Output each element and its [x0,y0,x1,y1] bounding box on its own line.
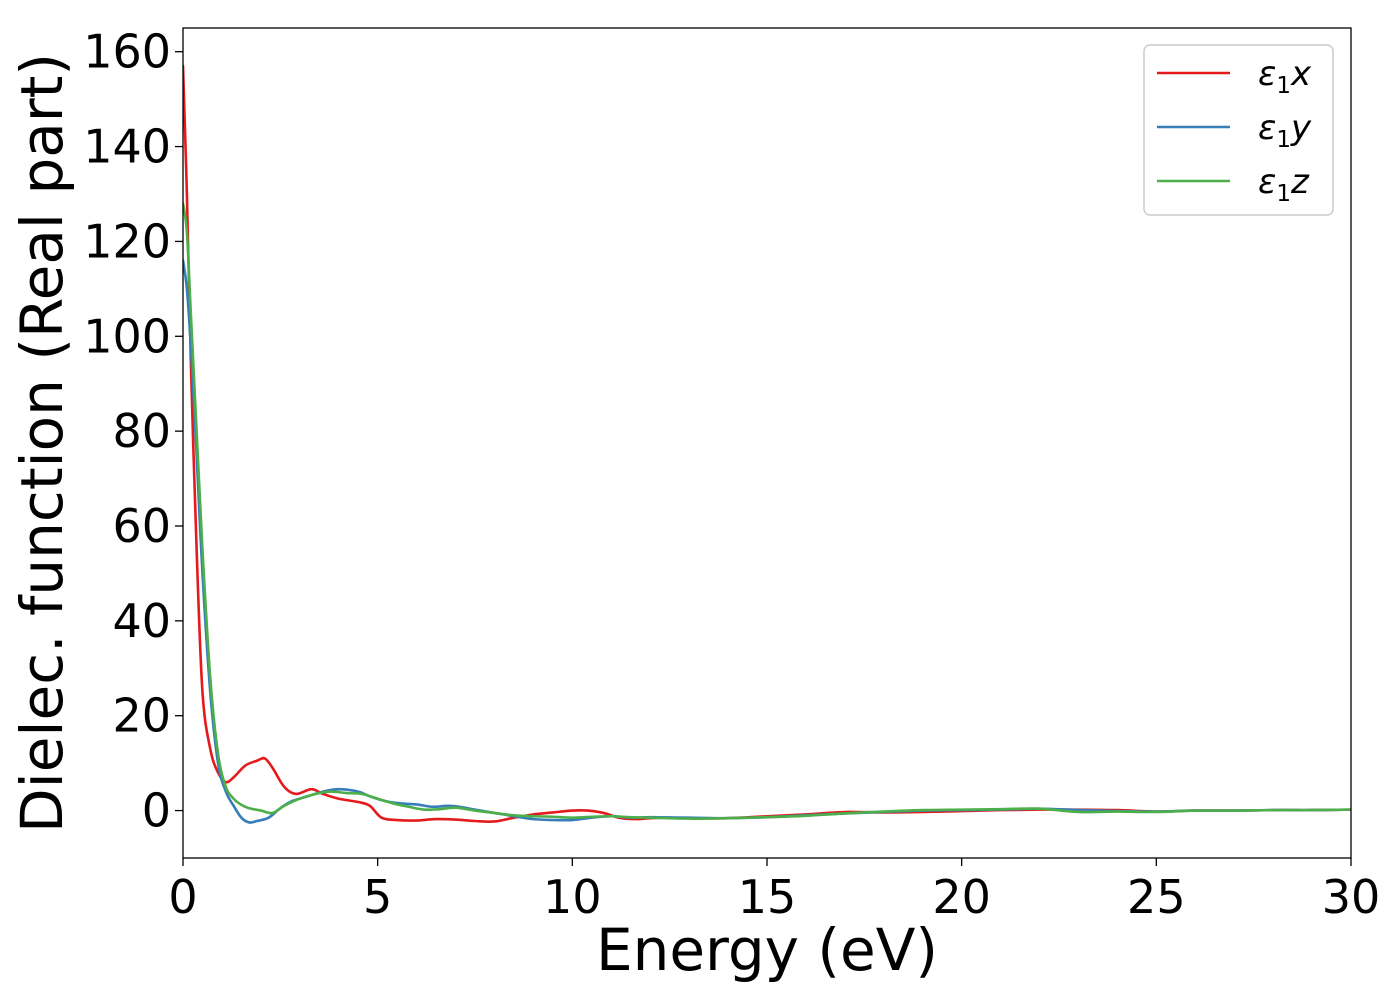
legend-label-axis: z [1290,162,1310,202]
y-axis-title: Dielec. function (Real part) [8,53,76,833]
legend-box [1143,44,1334,216]
y-tick-label: 80 [112,404,171,458]
legend-label-y: ε1y [1258,108,1312,153]
legend-label-epsilon: ε [1258,162,1276,202]
legend-label-epsilon: ε [1258,108,1276,148]
plot-frame [182,27,1352,859]
y-tick-label: 0 [142,784,171,838]
y-tick-label: 100 [83,309,171,363]
legend-label-epsilon: ε [1258,54,1276,94]
series-group [183,64,1351,824]
ticks-group: 0 5 10 15 20 25 30 0 20 40 60 80 100 120 140 160 [83,25,1380,924]
legend-label-subscript: 1 [1276,127,1291,153]
y-tick-label: 20 [112,689,171,743]
x-tick-label: 0 [168,870,197,924]
x-tick-label: 5 [363,870,392,924]
x-tick-label: 20 [932,870,991,924]
x-tick-label: 25 [1127,870,1186,924]
legend-label-z: ε1z [1258,162,1310,207]
legend-label-subscript: 1 [1276,73,1291,99]
series-line-z [183,202,1351,820]
x-tick-label: 15 [738,870,797,924]
x-tick-label: 10 [543,870,602,924]
x-tick-label: 30 [1322,870,1381,924]
legend-label-subscript: 1 [1276,181,1291,207]
y-tick-label: 120 [83,214,171,268]
y-tick-label: 140 [83,120,171,174]
y-tick-label: 40 [112,594,171,648]
y-tick-label: 160 [83,25,171,79]
y-tick-label: 60 [112,499,171,553]
legend-label-axis: y [1290,108,1312,148]
legend-label-x: ε1x [1258,54,1312,99]
legend-label-axis: x [1290,54,1312,94]
x-axis-title: Energy (eV) [596,916,938,984]
